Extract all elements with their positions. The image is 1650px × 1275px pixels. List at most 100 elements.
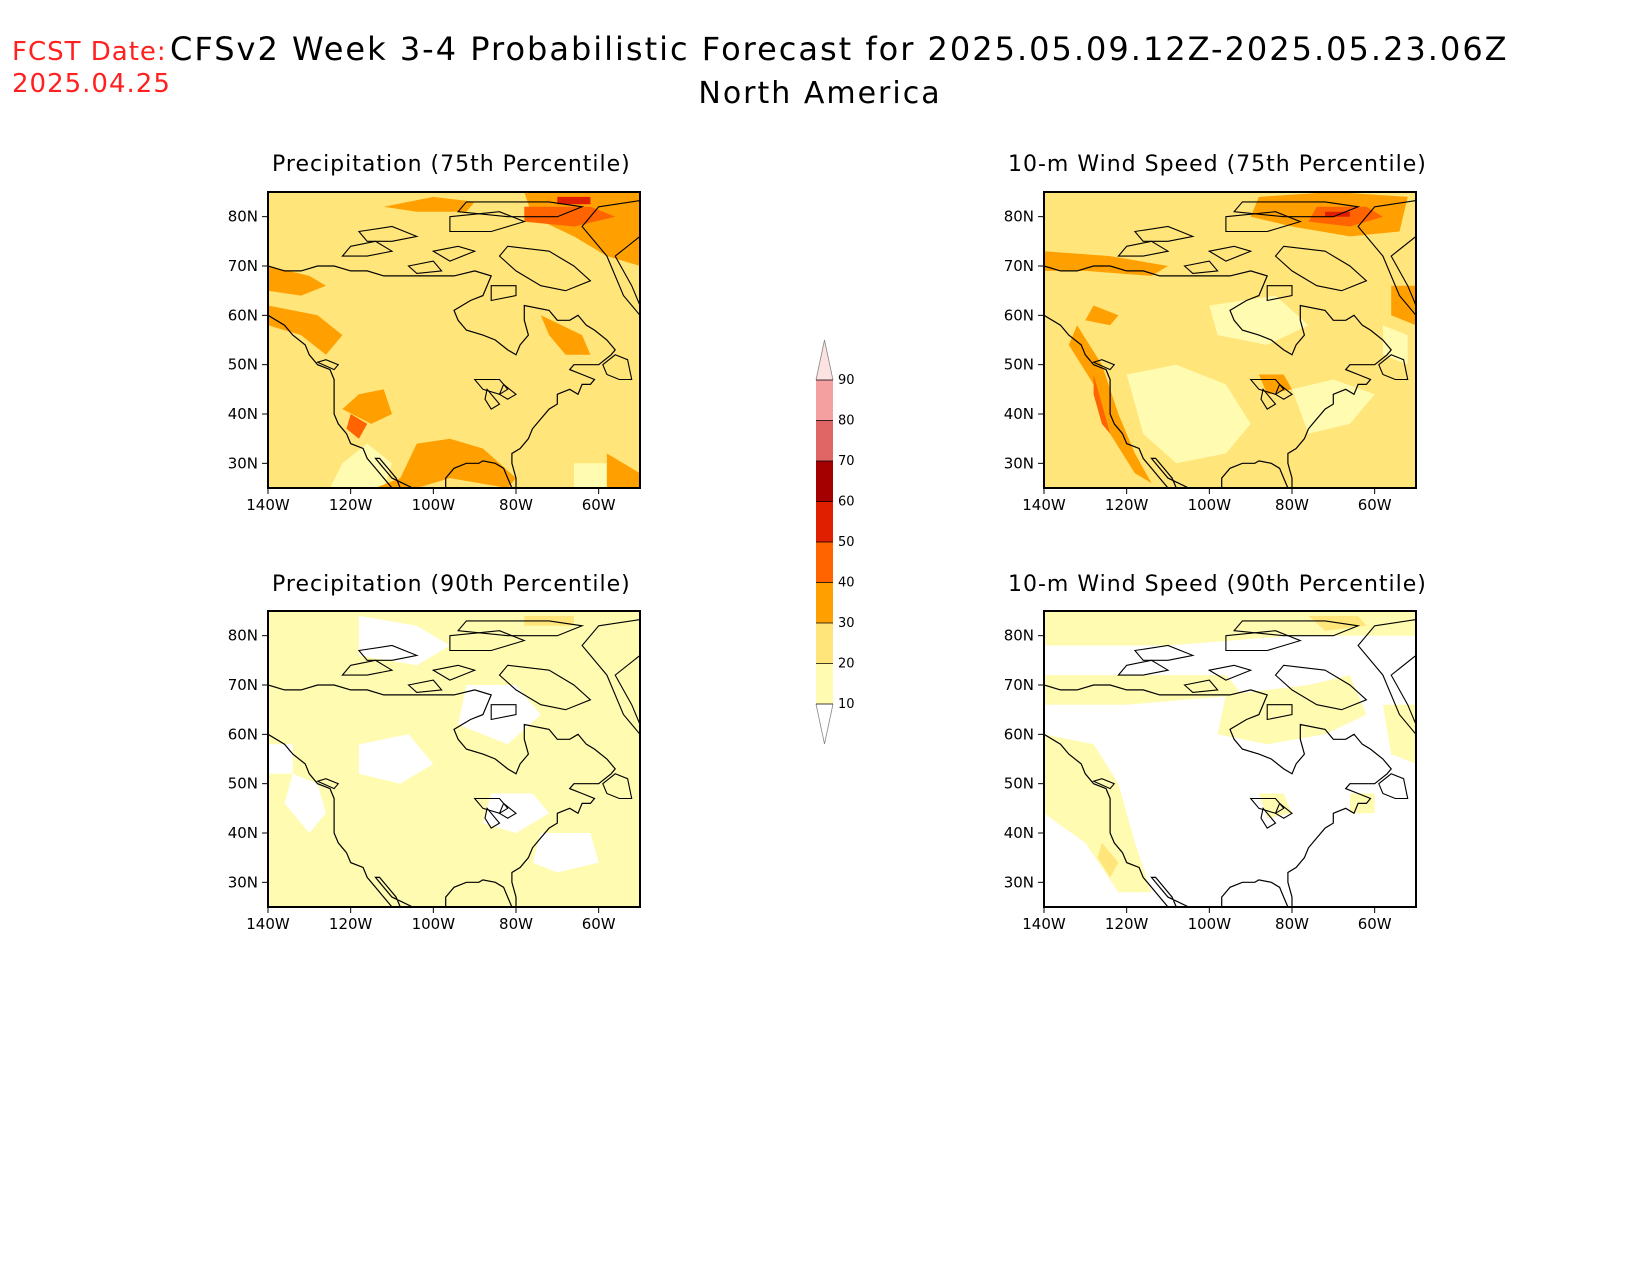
lon-tick-label: 100W bbox=[412, 496, 456, 514]
map-frame bbox=[267, 191, 641, 489]
lon-tick-label: 140W bbox=[1022, 915, 1066, 933]
legend-swatch bbox=[816, 420, 833, 461]
shaded-field bbox=[1044, 611, 1416, 907]
legend-level-label: 40 bbox=[838, 576, 855, 591]
legend-level-label: 90 bbox=[838, 373, 855, 388]
probability-contour bbox=[524, 206, 616, 227]
fcst-date-value: 2025.04.25 bbox=[12, 69, 171, 99]
lat-tick-label: 60N bbox=[228, 306, 258, 324]
probability-contour bbox=[268, 744, 293, 774]
island-outline bbox=[498, 383, 517, 400]
page-subtitle: North America bbox=[0, 76, 1645, 111]
shaded-field bbox=[268, 611, 640, 907]
island-outline bbox=[1183, 679, 1219, 693]
lat-tick-label: 40N bbox=[1004, 405, 1034, 423]
island-outline bbox=[581, 619, 640, 735]
legend-swatch bbox=[816, 461, 833, 502]
fcst-date-label: FCST Date: 2025.04.25 bbox=[12, 36, 171, 100]
lat-tick-label: 30N bbox=[228, 873, 258, 891]
probability-contour bbox=[358, 734, 434, 784]
island-outline bbox=[1233, 201, 1361, 218]
lat-tick-label: 80N bbox=[228, 627, 258, 645]
island-outline bbox=[1357, 200, 1416, 316]
map-wind75: 80N 70N 60N 50N 40N 30N 140W 120W 100W 80W 60W bbox=[1004, 191, 1417, 514]
lon-tick-label: 140W bbox=[246, 496, 290, 514]
island-outline bbox=[457, 620, 585, 637]
island-outline bbox=[357, 225, 419, 242]
probability-contour bbox=[1391, 285, 1416, 326]
lat-tick-label: 80N bbox=[1004, 627, 1034, 645]
probability-contour bbox=[346, 414, 368, 439]
lat-tick-label: 70N bbox=[228, 257, 258, 275]
island-outline bbox=[407, 260, 443, 274]
island-outline bbox=[1225, 211, 1302, 233]
shaded-field bbox=[1044, 192, 1416, 488]
island-outline bbox=[316, 359, 340, 371]
lon-tick-label: 60W bbox=[1358, 496, 1392, 514]
coastline bbox=[1044, 265, 1392, 488]
legend-level-label: 10 bbox=[838, 697, 855, 712]
island-outline bbox=[1266, 285, 1293, 302]
probability-contour bbox=[1382, 325, 1408, 365]
lon-tick-label: 120W bbox=[1105, 915, 1149, 933]
page-title: CFSv2 Week 3-4 Probabilistic Forecast fo… bbox=[170, 30, 1509, 68]
island-outline bbox=[1225, 630, 1302, 652]
map-frame bbox=[1043, 610, 1417, 908]
probability-contour bbox=[1258, 793, 1292, 819]
probability-contour bbox=[358, 615, 450, 666]
island-outline bbox=[431, 664, 477, 681]
island-outline bbox=[357, 644, 419, 661]
probability-contour bbox=[375, 438, 516, 488]
probability-contour bbox=[284, 773, 326, 833]
legend-level-label: 60 bbox=[838, 495, 855, 510]
lon-tick-label: 120W bbox=[329, 915, 373, 933]
lon-tick-label: 80W bbox=[1275, 915, 1309, 933]
probability-contour bbox=[1093, 374, 1111, 434]
lon-tick-label: 80W bbox=[499, 915, 533, 933]
lat-tick-label: 30N bbox=[228, 454, 258, 472]
island-outline bbox=[431, 245, 477, 262]
lon-tick-label: 60W bbox=[582, 496, 616, 514]
island-outline bbox=[1274, 245, 1368, 292]
probability-contour bbox=[268, 305, 343, 355]
island-outline bbox=[457, 201, 585, 218]
lat-tick-label: 50N bbox=[228, 356, 258, 374]
coastline bbox=[268, 684, 616, 907]
legend-swatch bbox=[816, 542, 833, 583]
probability-contour bbox=[1325, 211, 1350, 217]
color-legend: 90 80 70 60 50 40 30 20 10 bbox=[815, 339, 855, 745]
lat-tick-label: 80N bbox=[228, 208, 258, 226]
island-outline bbox=[490, 704, 517, 721]
probability-contour bbox=[540, 315, 591, 355]
island-outline bbox=[602, 354, 633, 381]
island-outline bbox=[407, 679, 443, 693]
island-outline bbox=[1233, 620, 1361, 637]
island-outline bbox=[1249, 797, 1285, 814]
probability-contour bbox=[532, 833, 599, 873]
island-outline bbox=[449, 630, 526, 652]
legend-swatch bbox=[816, 380, 833, 421]
probability-contour bbox=[330, 443, 392, 488]
legend-arrow-bottom bbox=[815, 703, 834, 745]
region-name: North America bbox=[698, 76, 942, 111]
probability-contour bbox=[1126, 364, 1251, 464]
map-wind90: 80N 70N 60N 50N 40N 30N 140W 120W 100W 80W 60W bbox=[1004, 610, 1417, 933]
panel-title-precip75: Precipitation (75th Percentile) bbox=[272, 152, 631, 177]
island-outline bbox=[1266, 704, 1293, 721]
lon-tick-label: 80W bbox=[499, 496, 533, 514]
probability-contour bbox=[268, 266, 326, 296]
legend-arrow-top bbox=[815, 339, 834, 381]
island-outline bbox=[1117, 659, 1170, 676]
island-outline bbox=[1133, 225, 1195, 242]
lat-tick-label: 70N bbox=[1004, 676, 1034, 694]
map-precip75: 80N 70N 60N 50N 40N 30N 140W 120W 100W 80W 60W bbox=[228, 191, 641, 514]
lon-tick-label: 120W bbox=[1105, 496, 1149, 514]
lat-tick-label: 70N bbox=[1004, 257, 1034, 275]
legend-level-label: 20 bbox=[838, 657, 855, 672]
probability-contour bbox=[1044, 734, 1152, 893]
island-outline bbox=[1183, 260, 1219, 274]
lat-tick-label: 60N bbox=[1004, 725, 1034, 743]
island-outline bbox=[1207, 664, 1253, 681]
lon-tick-label: 80W bbox=[1275, 496, 1309, 514]
lat-tick-label: 60N bbox=[1004, 306, 1034, 324]
